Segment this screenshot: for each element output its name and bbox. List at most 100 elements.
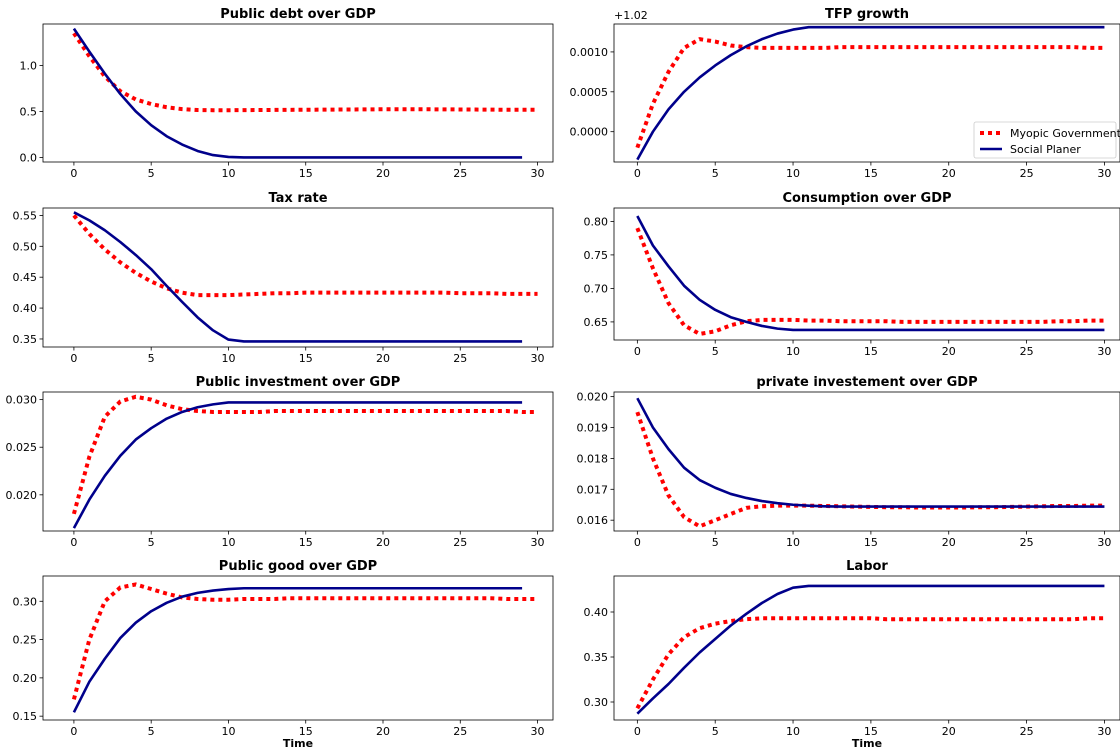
x-tick-label: 20 [376, 167, 390, 180]
x-tick-label: 15 [299, 167, 313, 180]
panel-public-good: Public good over GDP 0 5 10 15 20 25 30 0.15 0.20… [13, 559, 554, 750]
x-tick-label: 10 [786, 345, 800, 358]
x-tick-label: 25 [453, 167, 467, 180]
axes-frame-public-investment [42, 391, 554, 532]
x-tick-label: 30 [1097, 167, 1111, 180]
series-line-myopic-tfp-growth [635, 37, 1105, 149]
y-tick-label: 0.017 [577, 483, 609, 496]
series-line-myopic-tax-rate [72, 214, 538, 298]
legend: Myopic Government Social Planer [973, 121, 1120, 159]
y-tick-label: 0.45 [13, 271, 38, 284]
y-tick-label: 0.0000 [570, 126, 609, 139]
y-tick-label: 0.50 [13, 240, 38, 253]
x-tick-label: 25 [453, 352, 467, 365]
axes-frame-public-debt [42, 23, 554, 163]
panel-public-debt: Public debt over GDP 0 5 10 15 20 25 30 0.0 0.5 1.… [20, 7, 554, 180]
x-tick-label: 30 [1097, 536, 1111, 549]
chart-title-public-good: Public good over GDP [219, 559, 377, 574]
y-tick-label: 0.30 [13, 595, 38, 608]
x-tick-label: 15 [299, 352, 313, 365]
x-tick-label: 10 [221, 352, 235, 365]
y-tick-label: 0.65 [584, 316, 609, 329]
axes-frame-public-good [42, 575, 554, 721]
x-tick-label: 30 [531, 352, 545, 365]
panel-consumption: Consumption over GDP 0 5 10 15 20 25 30 0.65 0.70… [584, 191, 1120, 358]
x-tick-label: 20 [942, 167, 956, 180]
x-tick-label: 20 [942, 536, 956, 549]
y-tick-label: 0.75 [584, 249, 609, 262]
axes-frame-consumption [613, 207, 1120, 341]
panel-private-investment: private investement over GDP 0 5 10 15 20 25 30… [577, 375, 1120, 549]
x-tick-label: 10 [786, 536, 800, 549]
series-line-myopic-public-debt [72, 32, 538, 113]
x-tick-label: 30 [531, 536, 545, 549]
y-tick-label: 0.019 [577, 422, 609, 435]
x-tick-label: 15 [864, 167, 878, 180]
x-tick-label: 10 [221, 536, 235, 549]
series-line-myopic-consumption [635, 227, 1105, 336]
x-tick-label: 30 [1097, 725, 1111, 738]
y-tick-label: 0.020 [577, 391, 609, 404]
x-tick-label: 0 [634, 345, 641, 358]
y-tick-label: 0.55 [13, 209, 38, 222]
x-tick-label: 25 [1020, 725, 1034, 738]
y-tick-label: 0.0010 [570, 46, 609, 59]
y-tick-label: 0.025 [6, 441, 38, 454]
y-tick-label: 0.35 [13, 333, 38, 346]
axes-frame-labor [613, 575, 1120, 721]
x-tick-label: 0 [70, 167, 77, 180]
x-tick-label: 10 [786, 167, 800, 180]
x-tick-label: 20 [942, 345, 956, 358]
chart-title-tax-rate: Tax rate [268, 191, 327, 206]
y-tick-label: 0.030 [6, 394, 38, 407]
x-tick-label: 0 [634, 536, 641, 549]
x-tick-label: 25 [1020, 167, 1034, 180]
y-tick-label: 0.020 [6, 489, 38, 502]
x-tick-label: 30 [531, 725, 545, 738]
panel-public-investment: Public investment over GDP 0 5 10 15 20 25 30 0.… [6, 375, 554, 549]
legend-label-planner: Social Planer [1010, 143, 1081, 156]
y-tick-label: 1.0 [20, 59, 38, 72]
y-tick-label: 0.40 [13, 302, 38, 315]
x-tick-label: 15 [864, 345, 878, 358]
y-tick-label: 0.40 [584, 606, 609, 619]
x-tick-label: 10 [221, 167, 235, 180]
x-tick-label: 15 [299, 725, 313, 738]
x-tick-label: 5 [712, 167, 719, 180]
x-tick-label: 25 [1020, 345, 1034, 358]
y-tick-label: 0.25 [13, 634, 38, 647]
series-line-myopic-public-investment [71, 394, 538, 515]
panel-labor: Labor 0 5 10 15 20 25 30 0.30 0.35 0.40 Time [584, 559, 1120, 750]
y-tick-label: 0.016 [577, 514, 609, 527]
chart-title-private-investment: private investement over GDP [756, 375, 977, 390]
x-tick-label: 25 [453, 536, 467, 549]
series-line-myopic-private-investment [635, 411, 1105, 529]
y-tick-label: 0.0 [20, 151, 38, 164]
series-line-myopic-labor [635, 616, 1105, 710]
axes-frame-tax-rate [42, 207, 554, 348]
x-tick-label: 5 [148, 167, 155, 180]
x-tick-label: 0 [634, 725, 641, 738]
axis-offset-text: +1.02 [614, 9, 648, 22]
legend-label-myopic: Myopic Government [1010, 127, 1120, 140]
x-tick-label: 20 [942, 725, 956, 738]
x-tick-label: 0 [634, 167, 641, 180]
series-line-planner-private-investment [636, 397, 1105, 508]
x-axis-label: Time [852, 737, 882, 750]
series-line-myopic-public-good [71, 582, 538, 700]
y-tick-label: 0.35 [584, 651, 609, 664]
series-line-planner-consumption [636, 215, 1105, 332]
x-tick-label: 30 [531, 167, 545, 180]
x-tick-label: 25 [453, 725, 467, 738]
y-tick-label: 0.30 [584, 696, 609, 709]
x-tick-label: 5 [712, 536, 719, 549]
y-tick-label: 0.15 [13, 710, 38, 723]
y-tick-label: 0.018 [577, 452, 609, 465]
x-tick-label: 5 [712, 345, 719, 358]
y-tick-label: 0.20 [13, 672, 38, 685]
x-tick-label: 15 [864, 536, 878, 549]
x-tick-label: 10 [221, 725, 235, 738]
y-tick-label: 0.0005 [570, 86, 609, 99]
axes-frame-tfp-growth [613, 23, 1120, 163]
